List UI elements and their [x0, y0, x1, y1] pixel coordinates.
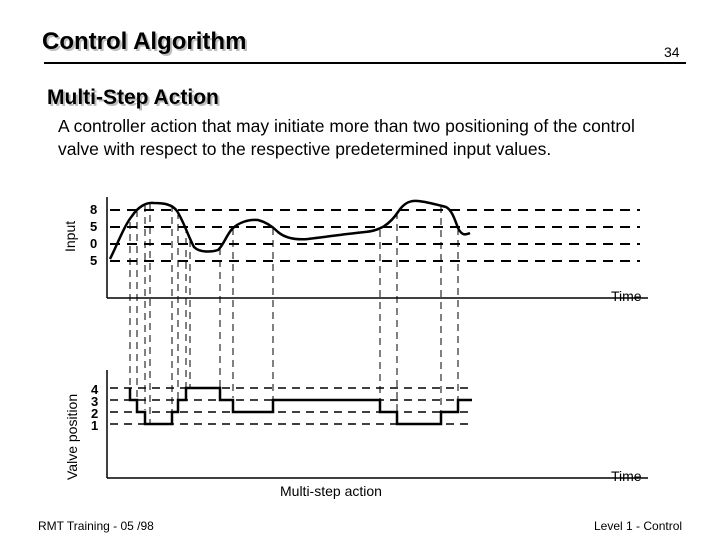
- title-divider: [44, 62, 686, 64]
- input-tick-2: 5: [90, 219, 97, 234]
- input-time-label: Time: [611, 288, 642, 304]
- valve-axis-label: Valve position: [64, 394, 80, 480]
- input-signal-curve: [108, 199, 471, 260]
- input-axis-label: Input: [62, 221, 78, 252]
- section-heading: Multi-Step Action: [47, 86, 219, 109]
- definition-text: A controller action that may initiate mo…: [58, 116, 635, 159]
- footer-left: RMT Training - 05 /98: [38, 519, 154, 533]
- switching-drop-lines: [129, 203, 459, 424]
- valve-time-label: Time: [611, 468, 642, 484]
- slide-title: Control Algorithm: [42, 28, 247, 55]
- valve-tick-3: 2: [91, 406, 98, 421]
- input-tick-3: 0: [90, 236, 97, 251]
- slide-number: 34: [664, 44, 680, 60]
- valve-tick-4: 1: [91, 418, 98, 433]
- diagram-caption: Multi-step action: [280, 483, 382, 499]
- valve-step-response: [128, 386, 472, 426]
- input-tick-4: 5: [90, 253, 97, 268]
- footer-right: Level 1 - Control: [594, 519, 683, 533]
- input-thresholds: [110, 209, 640, 262]
- valve-levels: [110, 387, 470, 425]
- valve-tick-1: 4: [91, 382, 99, 397]
- input-tick-1: 8: [90, 202, 97, 217]
- valve-tick-2: 3: [91, 394, 98, 409]
